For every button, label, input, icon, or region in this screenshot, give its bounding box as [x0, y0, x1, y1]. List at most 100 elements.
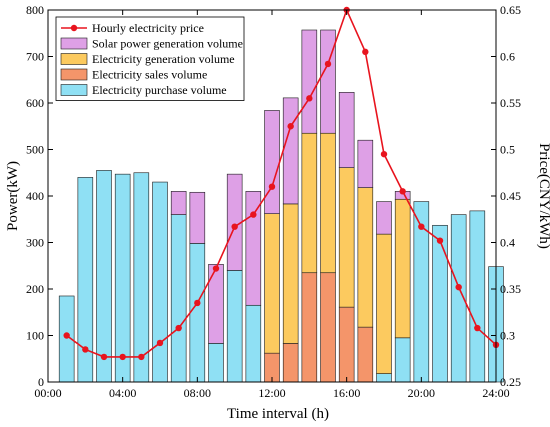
bar-electricity-purchase-volume-h6 — [152, 181, 168, 383]
bar-electricity-purchase-volume-h10 — [226, 270, 243, 383]
y-tick-label-right: 0.65 — [500, 3, 521, 17]
x-tick-label: 16:00 — [333, 386, 360, 400]
bar-electricity-generation-volume-h19 — [394, 198, 411, 339]
price-point-h17 — [362, 48, 369, 56]
bar-solar-power-generation-volume-h10 — [226, 173, 243, 271]
y-axis-title-left: Power(kW) — [5, 161, 21, 231]
axes-layer: 00:00 04:00 08:00 12:00 16:00 20:00 24:00 0 100 2… — [26, 3, 521, 400]
y-tick-label-left: 100 — [26, 329, 44, 343]
price-point-h23 — [474, 324, 481, 332]
bar-electricity-generation-volume-h14 — [301, 132, 318, 274]
bar-solar-power-generation-volume-h13 — [282, 97, 299, 205]
x-tick-label: 20:00 — [408, 386, 435, 400]
bar-solar-power-generation-volume-h16 — [338, 92, 355, 168]
price-point-h8 — [194, 299, 201, 307]
bar-electricity-generation-volume-h17 — [357, 187, 374, 328]
price-point-h5 — [138, 353, 145, 361]
price-point-h3 — [100, 353, 108, 361]
legend-label: Electricity generation volume — [92, 52, 235, 66]
y-tick-label-right: 0.45 — [500, 189, 521, 203]
bars-layer — [58, 29, 504, 383]
y-tick-label-right: 0.3 — [500, 329, 515, 343]
bar-electricity-generation-volume-h12 — [264, 213, 280, 354]
x-tick-label: 24:00 — [482, 386, 509, 400]
bar-electricity-sales-volume-h17 — [357, 326, 374, 383]
y-tick-label-right: 0.6 — [500, 50, 515, 64]
price-point-h12 — [268, 183, 276, 190]
x-axis-title: Time interval (h) — [227, 406, 329, 422]
price-point-h7 — [175, 324, 182, 332]
y-tick-label-left: 0 — [38, 375, 44, 389]
bar-electricity-generation-volume-h15 — [320, 132, 336, 274]
axis-titles: Time interval (h) Power(kW) Price(CNY/kW… — [5, 143, 550, 422]
y-tick-label-left: 800 — [26, 3, 44, 17]
y-tick-label-left: 600 — [26, 96, 44, 110]
bar-electricity-purchase-volume-h19 — [394, 337, 411, 383]
bar-solar-power-generation-volume-h12 — [264, 110, 280, 214]
legend-swatch — [60, 84, 88, 96]
price-point-h2 — [82, 346, 89, 353]
bar-electricity-generation-volume-h16 — [338, 167, 355, 308]
bar-electricity-purchase-volume-h23 — [469, 210, 486, 383]
bar-electricity-purchase-volume-h18 — [376, 373, 392, 383]
y-tick-label-left: 700 — [26, 50, 44, 64]
y-tick-label-right: 0.4 — [500, 236, 515, 250]
bar-solar-power-generation-volume-h9 — [208, 264, 224, 344]
y-tick-label-right: 0.55 — [500, 96, 521, 110]
bar-solar-power-generation-volume-h7 — [170, 191, 187, 215]
legend-label: Solar power generation volume — [92, 37, 243, 51]
bar-electricity-purchase-volume-h3 — [96, 170, 112, 383]
legend-swatch — [60, 68, 88, 81]
bar-solar-power-generation-volume-h15 — [320, 29, 336, 134]
bar-electricity-purchase-volume-h8 — [189, 243, 206, 383]
legend: Hourly electricity price Solar power gene… — [55, 16, 245, 101]
bar-electricity-sales-volume-h13 — [282, 343, 299, 383]
y-tick-label-right: 0.25 — [500, 375, 521, 389]
price-line-layer — [63, 6, 500, 361]
bar-electricity-sales-volume-h14 — [301, 272, 318, 383]
bar-electricity-purchase-volume-h9 — [208, 343, 224, 383]
y-tick-label-left: 400 — [26, 189, 44, 203]
bar-solar-power-generation-volume-h8 — [189, 191, 206, 244]
bar-electricity-sales-volume-h15 — [320, 272, 336, 383]
price-point-h14 — [306, 95, 313, 102]
bar-electricity-generation-volume-h18 — [376, 233, 392, 374]
bar-electricity-generation-volume-h13 — [282, 203, 299, 344]
legend-label: Electricity sales volume — [92, 68, 207, 82]
bar-electricity-purchase-volume-h21 — [432, 224, 448, 383]
bar-solar-power-generation-volume-h18 — [376, 201, 392, 235]
legend-label: Hourly electricity price — [92, 21, 204, 35]
x-tick-label: 08:00 — [184, 386, 211, 400]
price-point-h19 — [399, 188, 406, 195]
price-point-h21 — [436, 237, 444, 244]
bar-solar-power-generation-volume-h11 — [245, 191, 262, 306]
y-tick-label-left: 300 — [26, 236, 44, 250]
bar-electricity-purchase-volume-h5 — [133, 172, 150, 383]
price-point-h15 — [324, 60, 332, 68]
price-point-h4 — [119, 353, 126, 361]
x-tick-label: 00:00 — [34, 386, 61, 400]
bar-solar-power-generation-volume-h17 — [357, 139, 374, 188]
price-point-h1 — [63, 332, 70, 339]
price-point-h9 — [212, 265, 220, 272]
bar-electricity-sales-volume-h16 — [338, 306, 355, 383]
price-point-h18 — [380, 150, 388, 158]
price-point-h20 — [418, 223, 425, 230]
price-point-h10 — [231, 223, 238, 230]
legend-box — [55, 16, 245, 101]
legend-swatch — [60, 53, 88, 65]
y-tick-label-left: 500 — [26, 143, 44, 157]
legend-label: Electricity purchase volume — [92, 83, 227, 97]
x-tick-label: 04:00 — [109, 386, 136, 400]
legend-swatch — [60, 37, 88, 50]
y-tick-label-right: 0.5 — [500, 143, 515, 157]
bar-solar-power-generation-volume-h14 — [301, 29, 318, 134]
x-tick-label: 12:00 — [258, 386, 285, 400]
y-tick-label-right: 0.35 — [500, 282, 521, 296]
bar-electricity-purchase-volume-h4 — [114, 173, 131, 383]
price-point-h22 — [455, 283, 462, 291]
price-point-h11 — [250, 211, 257, 218]
y-tick-label-left: 200 — [26, 282, 44, 296]
bar-electricity-purchase-volume-h7 — [170, 214, 187, 383]
